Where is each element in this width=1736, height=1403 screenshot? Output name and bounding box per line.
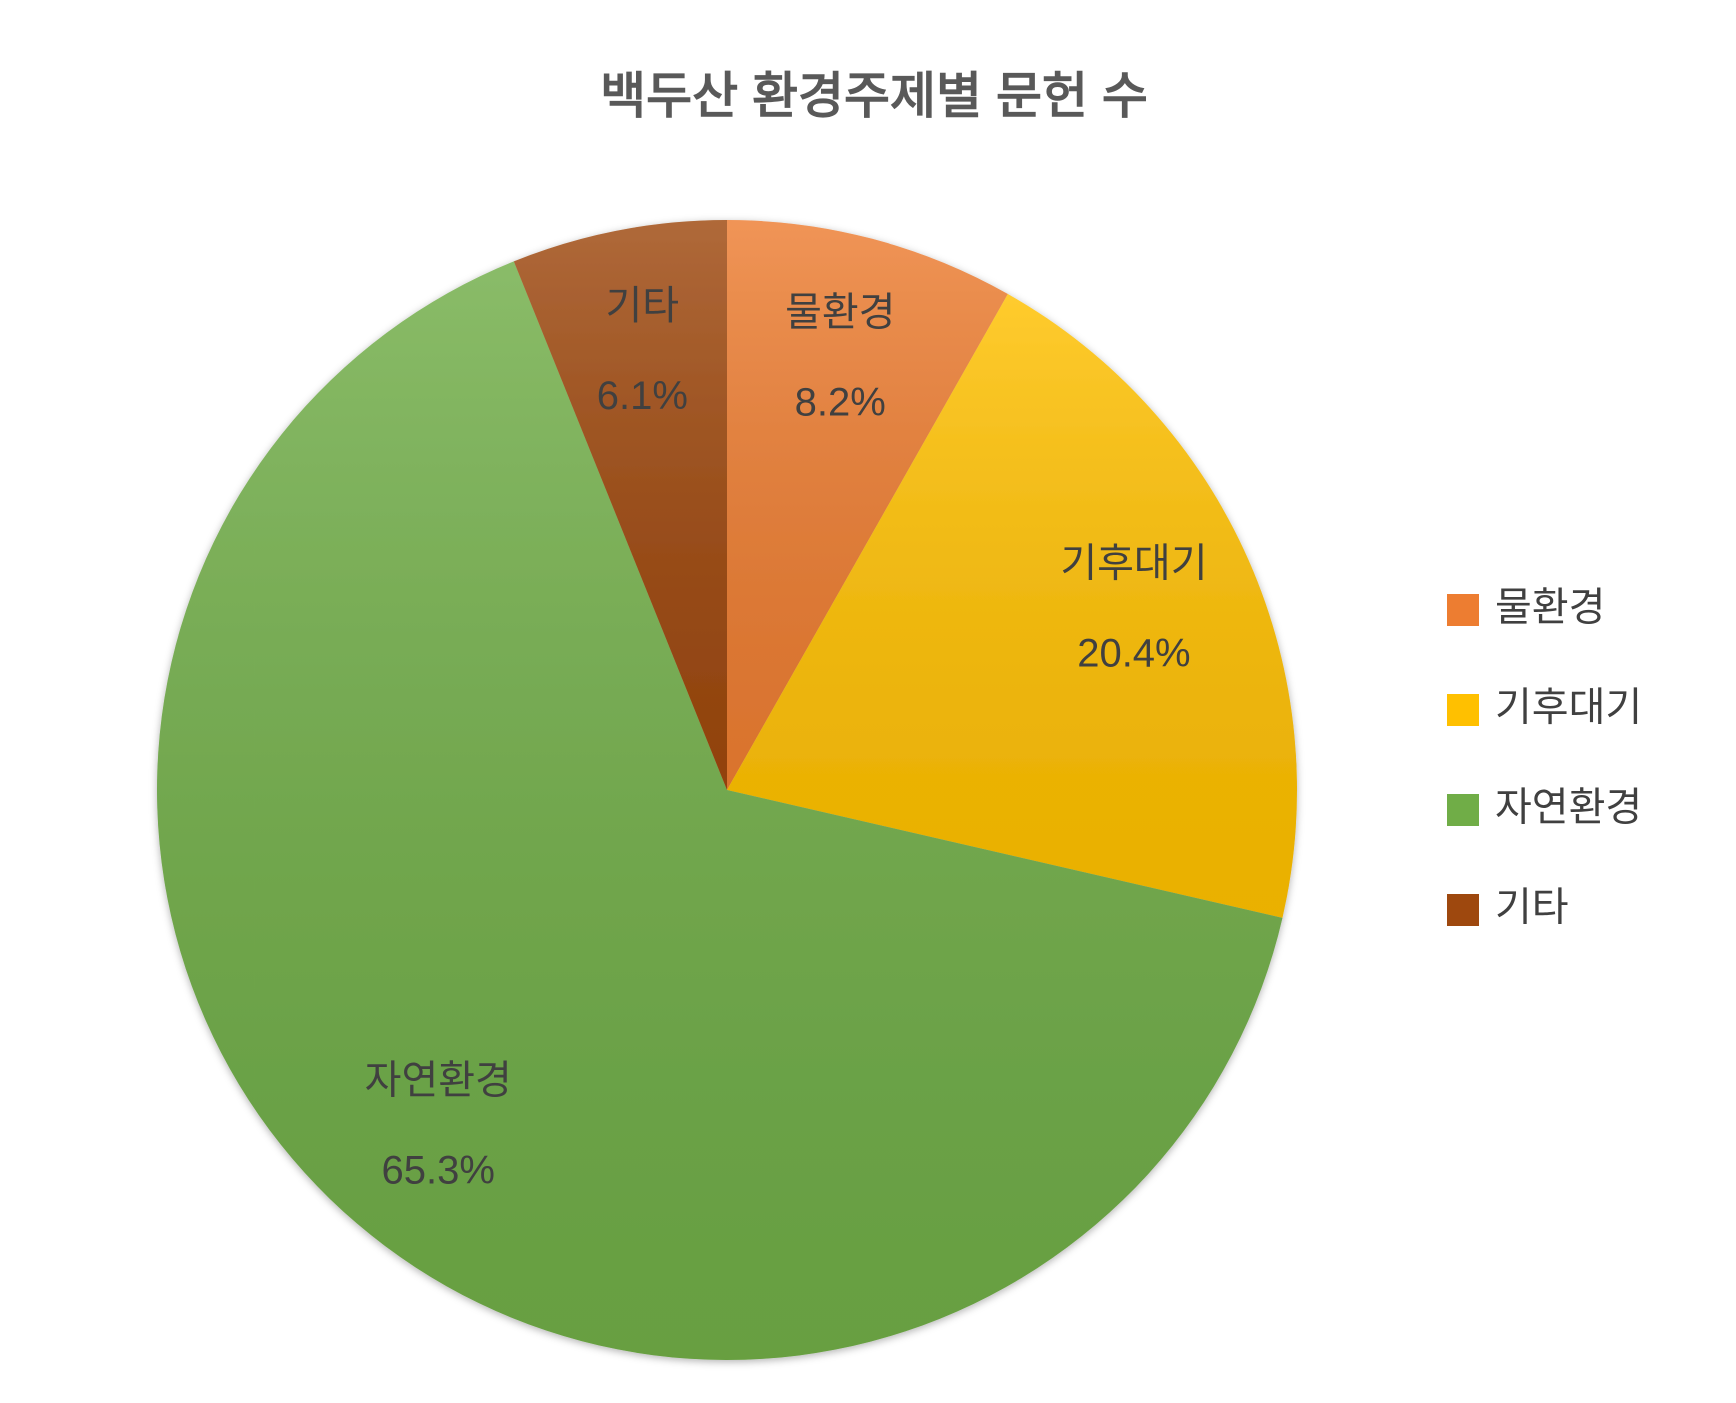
slice-shade [727,293,1297,918]
data-label-category: 기타 [606,284,680,328]
data-label-value: 20.4% [1077,631,1190,675]
slice-shade [727,220,1008,790]
data-label-value: 65.3% [382,1149,495,1193]
legend-swatch [1447,694,1479,726]
legend-swatch [1447,894,1479,926]
legend-label: 물환경 [1495,586,1605,630]
data-label-category: 기후대기 [1060,541,1207,585]
pie [157,220,1297,1361]
slice-shade [157,261,1283,1361]
legend-swatch [1447,794,1479,826]
legend-label: 기타 [1495,886,1569,930]
legend-label: 기후대기 [1495,686,1642,730]
slice-shade [513,220,727,790]
data-labels: 물환경 8.2% 기후대기 20.4% 자연환경 65.3% 기타 6.1% [365,284,1208,1193]
data-label-value: 6.1% [597,374,688,418]
data-label-category: 자연환경 [365,1059,512,1103]
legend-label: 자연환경 [1495,786,1642,830]
legend-swatch [1447,594,1479,626]
data-label-value: 8.2% [795,381,886,425]
chart-title: 백두산 환경주제별 문헌 수 [600,68,1148,124]
data-label-category: 물환경 [785,291,895,335]
